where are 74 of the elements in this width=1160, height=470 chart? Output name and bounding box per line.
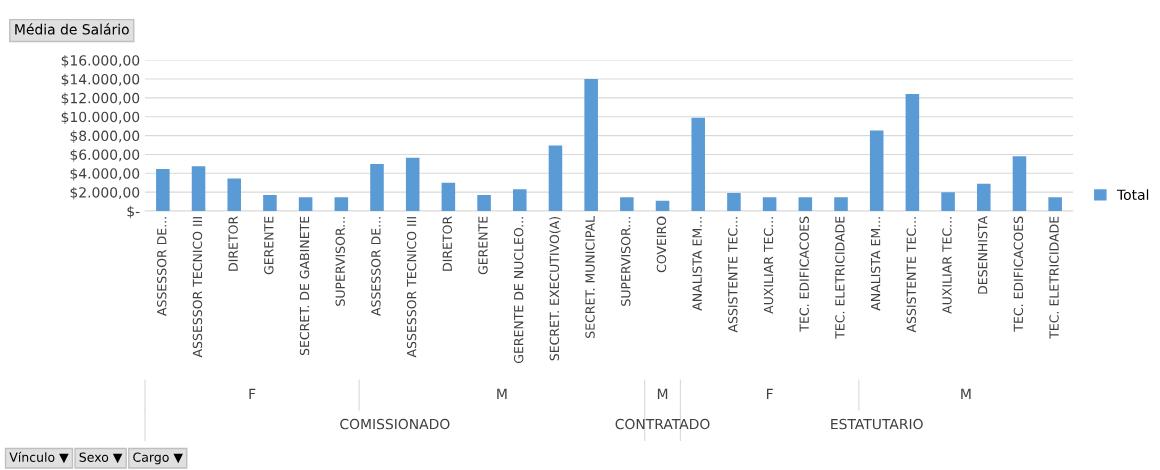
bar xyxy=(905,94,920,212)
y-tick-label: $14.000,00 xyxy=(61,73,140,87)
x-tick-label: ASSESSOR TECNICO III xyxy=(192,217,203,358)
bar xyxy=(477,195,491,212)
x-tick-label: TEC. EDIFICACOES xyxy=(1013,216,1024,332)
text: Vínculo ▼ xyxy=(9,451,69,464)
text: F xyxy=(249,388,256,399)
bar xyxy=(548,145,563,212)
y-tick-label: $6.000,00 xyxy=(70,149,140,162)
x-tick-label: SUPERVISOR... xyxy=(621,217,631,306)
x-tick-label: GERENTE DE NUCLEO... xyxy=(513,217,524,364)
x-tick-label: SECRET. EXECUTIVO(A) xyxy=(549,216,561,361)
y-tick-label: $16.000,00 xyxy=(61,54,140,68)
bar xyxy=(263,195,277,212)
text: M xyxy=(657,388,668,399)
x-tick-label: ASSISTENTE TEC... xyxy=(906,217,917,333)
x-tick-label: ASSESSOR DE... xyxy=(371,217,381,316)
bar xyxy=(691,117,706,212)
text: M xyxy=(961,388,971,399)
x-tick-label: DIRETOR xyxy=(228,216,238,271)
y-tick-label: $- xyxy=(127,205,140,219)
x-tick-label: AUXILIAR TEC... xyxy=(942,217,952,314)
x-tick-label: AUXILIAR TEC... xyxy=(763,217,774,314)
x-tick-label: DIRETOR xyxy=(442,216,453,271)
text: Cargo ▼ xyxy=(133,452,183,465)
x-tick-label: DESENHISTA xyxy=(977,216,988,294)
bar xyxy=(941,192,955,212)
x-tick-label: TEC. EDIFICACOES xyxy=(799,216,809,332)
x-tick-label: SECRET. MUNICIPAL xyxy=(585,215,595,338)
x-tick-label: ASSISTENTE TEC... xyxy=(728,217,738,333)
x-tick-label: ANALISTA EM... xyxy=(870,217,881,311)
bar xyxy=(405,157,420,212)
text: ESTATUTARIO xyxy=(831,418,923,430)
bar xyxy=(334,197,349,212)
x-tick-label: ASSESSOR TECNICO III xyxy=(406,217,417,358)
y-tick-label: $12.000,00 xyxy=(61,92,140,106)
x-tick-label: ANALISTA EM... xyxy=(692,217,702,311)
bar xyxy=(370,163,384,212)
x-tick-label: TEC. ELETRICIDADE xyxy=(835,216,845,339)
bar xyxy=(798,197,813,212)
legend-label: Total xyxy=(1116,189,1149,200)
bar xyxy=(727,193,741,212)
bar xyxy=(441,182,456,212)
x-tick-label: SECRET. DE GABINETE xyxy=(299,216,310,356)
bar xyxy=(584,79,598,212)
x-tick-label: GERENTE xyxy=(264,216,274,275)
x-tick-label: TEC. ELETRICIDADE xyxy=(1049,216,1059,339)
bar xyxy=(512,189,527,212)
text: M xyxy=(497,388,507,399)
text: COMISSIONADO xyxy=(340,418,450,430)
y-tick-label: $4.000,00 xyxy=(70,168,140,181)
x-tick-label: COVEIRO xyxy=(656,216,667,273)
y-tick-label: $10.000,00 xyxy=(61,111,140,125)
y-tick-label: $2.000,00 xyxy=(70,186,140,200)
bar xyxy=(620,197,634,212)
bar xyxy=(834,197,848,212)
bar xyxy=(762,197,777,212)
x-tick-label: GERENTE xyxy=(478,216,488,275)
bar xyxy=(869,130,884,212)
bar xyxy=(976,183,991,212)
y-tick-label: $8.000,00 xyxy=(70,130,140,143)
text: F xyxy=(766,388,773,399)
bar xyxy=(227,178,242,212)
x-tick-label: SUPERVISOR... xyxy=(335,217,345,306)
chart-title: Média de Salário xyxy=(15,23,129,35)
bar xyxy=(1012,156,1027,212)
bar xyxy=(156,169,170,212)
text: CONTRATADO xyxy=(615,418,710,430)
bar xyxy=(655,200,670,212)
text: Sexo ▼ xyxy=(79,452,123,464)
bar xyxy=(191,166,206,212)
bar xyxy=(298,197,313,212)
bar xyxy=(1048,197,1062,212)
x-tick-label: ASSESSOR DE... xyxy=(157,217,167,316)
